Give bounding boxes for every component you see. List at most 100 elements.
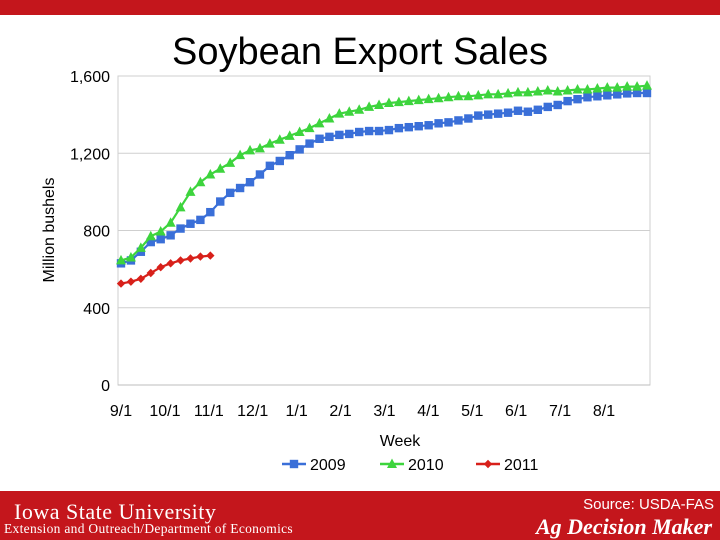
data-point-2010 bbox=[542, 84, 553, 95]
data-point-2010 bbox=[483, 88, 494, 99]
x-tick-label: 6/1 bbox=[505, 403, 527, 420]
data-point-2009 bbox=[543, 102, 552, 112]
data-point-2009 bbox=[364, 126, 374, 136]
data-point-2009 bbox=[325, 132, 334, 142]
data-point-2010 bbox=[195, 176, 206, 187]
legend-label: 2010 bbox=[408, 457, 444, 474]
data-point-2009 bbox=[345, 129, 354, 139]
brand-logo: Ag Decision Maker bbox=[536, 514, 712, 539]
legend-marker bbox=[483, 459, 493, 469]
data-point-2011 bbox=[156, 262, 165, 272]
data-point-2009 bbox=[493, 109, 503, 118]
data-point-2011 bbox=[176, 256, 185, 265]
data-point-2010 bbox=[225, 157, 236, 167]
data-point-2010 bbox=[423, 93, 434, 104]
data-point-2009 bbox=[354, 127, 364, 137]
data-point-2010 bbox=[642, 80, 652, 90]
data-point-2010 bbox=[592, 83, 603, 93]
series-line-2011 bbox=[120, 254, 211, 285]
source-text: Source: USDA-FAS bbox=[583, 496, 714, 513]
data-point-2010 bbox=[264, 138, 275, 148]
data-point-2010 bbox=[155, 225, 166, 236]
data-point-2010 bbox=[116, 254, 126, 265]
data-point-2009 bbox=[166, 231, 175, 240]
legend-marker bbox=[387, 458, 397, 468]
data-point-2010 bbox=[284, 130, 295, 140]
data-point-2010 bbox=[374, 99, 385, 109]
data-point-2009 bbox=[622, 89, 632, 98]
series-2009 bbox=[116, 88, 652, 268]
data-point-2009 bbox=[613, 90, 622, 99]
data-point-2010 bbox=[314, 117, 325, 128]
series-2010 bbox=[116, 80, 652, 265]
x-tick-label: 2/1 bbox=[329, 403, 351, 420]
data-point-2009 bbox=[533, 105, 543, 114]
data-point-2009 bbox=[196, 215, 205, 225]
data-point-2010 bbox=[552, 85, 563, 96]
legend-label: 2011 bbox=[504, 457, 539, 474]
data-point-2009 bbox=[642, 88, 652, 98]
data-point-2010 bbox=[403, 95, 414, 106]
x-tick-label: 1/1 bbox=[286, 403, 308, 420]
data-point-2009 bbox=[225, 188, 235, 198]
data-point-2009 bbox=[583, 93, 592, 102]
data-point-2009 bbox=[513, 106, 523, 115]
legend-marker bbox=[289, 459, 299, 469]
data-point-2010 bbox=[572, 84, 583, 94]
y-tick-label: 1,200 bbox=[70, 146, 110, 163]
data-point-2010 bbox=[304, 122, 315, 133]
data-point-2009 bbox=[474, 111, 483, 120]
data-point-2009 bbox=[573, 94, 582, 104]
data-point-2009 bbox=[454, 116, 463, 125]
series-line-2010 bbox=[120, 84, 648, 262]
data-point-2011 bbox=[186, 254, 195, 263]
data-point-2010 bbox=[354, 104, 365, 114]
data-point-2011 bbox=[146, 268, 155, 278]
data-point-2010 bbox=[344, 106, 355, 116]
data-point-2009 bbox=[255, 170, 265, 179]
data-point-2010 bbox=[413, 94, 424, 105]
data-point-2011 bbox=[206, 251, 215, 260]
department-text: Extension and Outreach/Department of Eco… bbox=[4, 521, 293, 536]
data-point-2010 bbox=[602, 82, 613, 92]
data-point-2010 bbox=[632, 81, 643, 91]
data-point-2009 bbox=[275, 156, 284, 166]
y-tick-label: 1,600 bbox=[70, 69, 110, 86]
data-point-2009 bbox=[464, 114, 473, 123]
data-point-2009 bbox=[484, 110, 493, 119]
data-point-2010 bbox=[612, 82, 623, 92]
y-tick-label: 400 bbox=[83, 301, 110, 318]
x-tick-label: 4/1 bbox=[417, 403, 439, 420]
data-point-2009 bbox=[295, 145, 304, 154]
data-point-2010 bbox=[185, 186, 196, 196]
data-point-2009 bbox=[404, 122, 414, 132]
data-point-2010 bbox=[175, 201, 186, 212]
data-point-2009 bbox=[176, 224, 185, 233]
data-point-2009 bbox=[216, 197, 225, 206]
data-point-2009 bbox=[523, 107, 533, 116]
legend-item-2009: 2009 bbox=[282, 457, 346, 474]
data-point-2009 bbox=[186, 219, 195, 228]
data-point-2010 bbox=[235, 149, 246, 160]
data-point-2009 bbox=[503, 108, 513, 117]
chart: Million bushels Week 0 400 800 1,200 1,600 9/… bbox=[41, 69, 652, 474]
x-tick-label: 11/1 bbox=[194, 403, 224, 420]
footer-bar bbox=[0, 491, 720, 540]
data-point-2011 bbox=[126, 277, 136, 286]
data-point-2009 bbox=[384, 125, 394, 135]
data-point-2010 bbox=[205, 168, 216, 179]
data-point-2010 bbox=[532, 85, 543, 96]
data-point-2011 bbox=[196, 252, 205, 261]
data-point-2009 bbox=[146, 237, 155, 247]
data-point-2010 bbox=[622, 81, 633, 91]
data-point-2010 bbox=[245, 144, 256, 155]
data-point-2011 bbox=[136, 274, 146, 283]
data-point-2009 bbox=[265, 161, 275, 171]
data-point-2010 bbox=[294, 126, 305, 137]
data-point-2009 bbox=[603, 91, 612, 100]
data-point-2010 bbox=[274, 134, 285, 144]
data-point-2010 bbox=[512, 86, 523, 97]
data-point-2010 bbox=[165, 217, 176, 227]
data-point-2010 bbox=[145, 230, 156, 241]
data-point-2010 bbox=[125, 252, 136, 262]
